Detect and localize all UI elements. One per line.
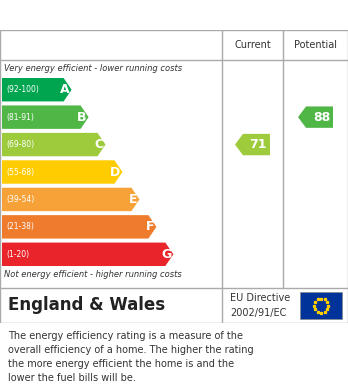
Text: E: E (129, 193, 137, 206)
Polygon shape (2, 106, 88, 129)
Polygon shape (2, 188, 140, 211)
Bar (300, 292, 342, 319)
Text: 71: 71 (250, 138, 267, 151)
Text: Very energy efficient - lower running costs: Very energy efficient - lower running co… (4, 64, 182, 73)
Text: (39-54): (39-54) (6, 195, 34, 204)
Polygon shape (2, 242, 173, 266)
Text: C: C (94, 138, 103, 151)
Text: 88: 88 (313, 111, 330, 124)
Text: (21-38): (21-38) (6, 222, 34, 231)
Text: Energy Efficiency Rating: Energy Efficiency Rating (69, 7, 279, 23)
Text: The energy efficiency rating is a measure of the: The energy efficiency rating is a measur… (8, 331, 243, 341)
Text: A: A (60, 83, 70, 96)
Text: F: F (146, 221, 155, 233)
Text: Potential: Potential (294, 40, 337, 50)
Polygon shape (2, 78, 72, 101)
Text: G: G (161, 248, 171, 261)
Text: 2002/91/EC: 2002/91/EC (230, 308, 286, 318)
Text: (81-91): (81-91) (6, 113, 34, 122)
Text: (55-68): (55-68) (6, 167, 34, 176)
Text: (92-100): (92-100) (6, 85, 39, 94)
Polygon shape (2, 160, 122, 184)
Polygon shape (298, 106, 333, 128)
Text: B: B (77, 111, 87, 124)
Text: D: D (110, 165, 120, 179)
Text: Current: Current (234, 40, 271, 50)
Polygon shape (2, 215, 156, 239)
Text: England & Wales: England & Wales (8, 296, 165, 314)
Text: (69-80): (69-80) (6, 140, 34, 149)
Text: (1-20): (1-20) (6, 250, 29, 259)
Polygon shape (2, 133, 105, 156)
Text: Not energy efficient - higher running costs: Not energy efficient - higher running co… (4, 270, 182, 279)
Text: the more energy efficient the home is and the: the more energy efficient the home is an… (8, 359, 234, 369)
Text: EU Directive: EU Directive (230, 293, 290, 303)
Text: overall efficiency of a home. The higher the rating: overall efficiency of a home. The higher… (8, 345, 254, 355)
Text: lower the fuel bills will be.: lower the fuel bills will be. (8, 373, 136, 383)
Polygon shape (235, 134, 270, 155)
